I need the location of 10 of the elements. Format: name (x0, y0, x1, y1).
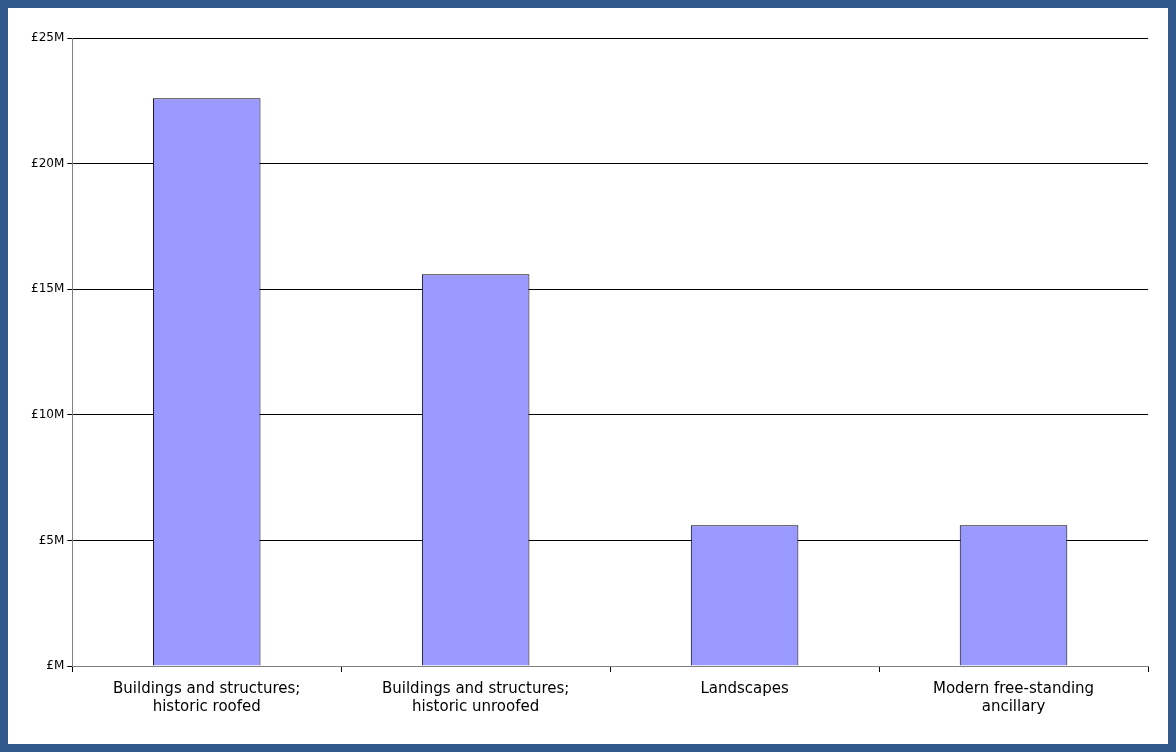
x-tick-label: Buildings and structures; historic unroofed (381, 678, 570, 715)
x-tick-label: Landscapes (700, 678, 789, 697)
y-tick-label: £10M (30, 406, 65, 421)
x-tick-label: Buildings and structures; historic roofed (113, 678, 301, 715)
x-tick-label: Modern free-standing ancillary (932, 678, 1095, 715)
y-tick-label: £5M (38, 532, 65, 547)
y-tick-label: £20M (30, 155, 65, 170)
y-tick-label: £15M (30, 281, 65, 296)
y-tick-label: £M (46, 658, 65, 673)
y-tick-label: £25M (30, 30, 65, 45)
